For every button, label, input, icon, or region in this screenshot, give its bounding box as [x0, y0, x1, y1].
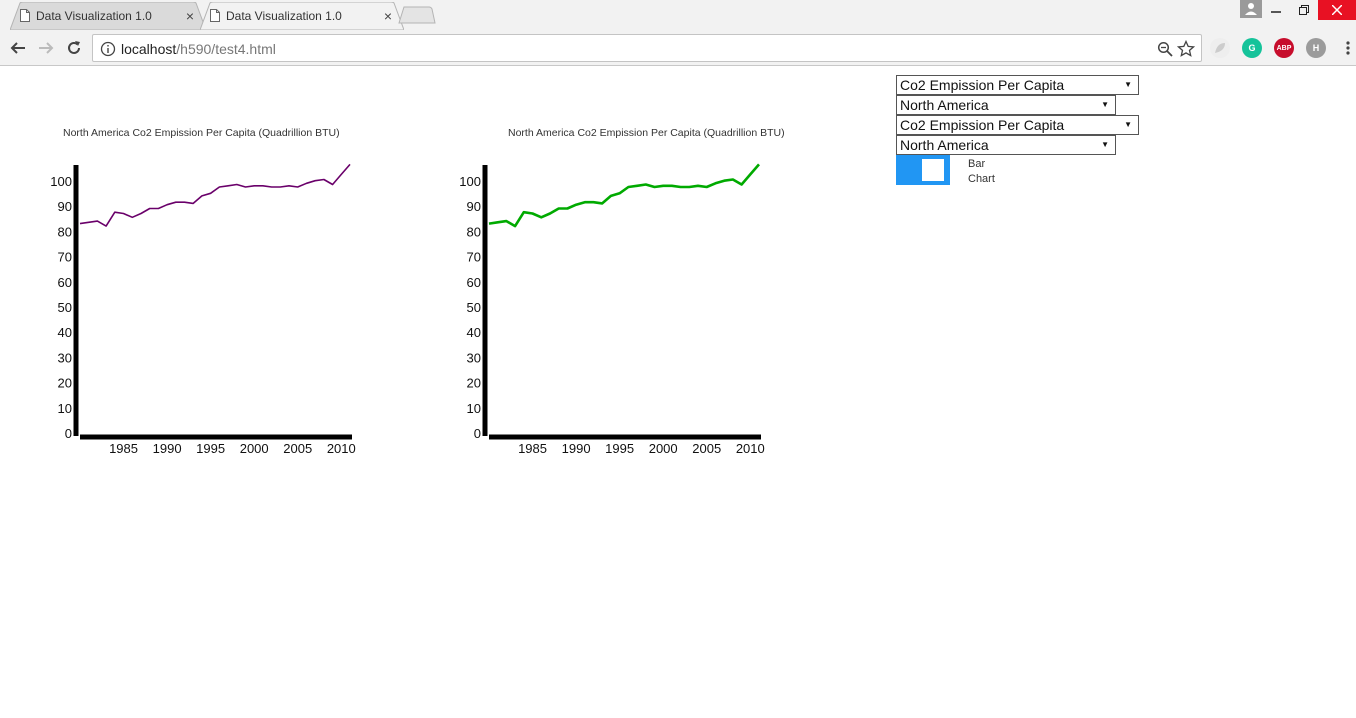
adblock-plus-icon[interactable]: ABP: [1274, 38, 1294, 58]
tab-close-icon[interactable]: ×: [185, 8, 195, 24]
y-tick-label: 30: [467, 350, 481, 365]
series-line: [488, 163, 760, 228]
y-tick-label: 30: [58, 350, 72, 365]
y-tick-label: 50: [58, 300, 72, 315]
x-tick-label: 2000: [649, 441, 678, 456]
y-tick-label: 10: [467, 401, 481, 416]
y-tick-label: 0: [65, 426, 72, 441]
window-controls: [1262, 0, 1356, 22]
toggle-label-line1: Bar: [968, 158, 986, 170]
zoom-icon[interactable]: [1157, 41, 1173, 57]
y-tick-label: 10: [58, 401, 72, 416]
grammarly-icon[interactable]: G: [1242, 38, 1262, 58]
x-tick-label: 2010: [736, 441, 765, 456]
x-tick-label: 1985: [518, 441, 547, 456]
toggle-knob[interactable]: [922, 159, 944, 181]
tab-active[interactable]: Data Visualization 1.0 ×: [200, 2, 404, 30]
dropdown-arrow-icon: ▼: [1101, 100, 1109, 109]
info-icon[interactable]: [100, 41, 116, 57]
back-icon[interactable]: [8, 38, 28, 58]
x-tick-label: 2005: [283, 441, 312, 456]
y-tick-label: 70: [467, 250, 481, 265]
x-tick-label: 1995: [196, 441, 225, 456]
x-tick-label: 2005: [692, 441, 721, 456]
y-tick-label: 20: [58, 376, 72, 391]
bar-chart-toggle[interactable]: [896, 155, 950, 185]
y-tick-label: 70: [58, 250, 72, 265]
region-select-2-value: North America: [900, 137, 989, 153]
url-host: localhost: [121, 41, 177, 57]
line-chart-right: 0 10 20 30 40 50 60 70 80 90 100 1985 1990 1995 2000 20…: [459, 163, 765, 456]
dropdown-arrow-icon: ▼: [1124, 120, 1132, 129]
h-extension-icon[interactable]: H: [1306, 38, 1326, 58]
y-tick-label: 80: [58, 224, 72, 239]
close-window-icon[interactable]: [1318, 0, 1356, 20]
region-select-1-value: North America: [900, 97, 989, 113]
y-tick-label: 60: [467, 275, 481, 290]
document-icon: [210, 9, 220, 22]
tab-title: Data Visualization 1.0: [36, 9, 152, 23]
metric-select-2[interactable]: Co2 Empission Per Capita ▼: [896, 115, 1139, 135]
x-tick-label: 1985: [109, 441, 138, 456]
tab-inactive[interactable]: Data Visualization 1.0 ×: [10, 2, 206, 30]
line-chart-left: 0 10 20 30 40 50 60 70 80 90 100 1985 1990 1995 2000 20…: [50, 163, 356, 456]
y-tick-label: 40: [467, 325, 481, 340]
y-tick-label: 20: [467, 376, 481, 391]
y-tick-label: 50: [467, 300, 481, 315]
region-select-2[interactable]: North America ▼: [896, 135, 1116, 155]
x-tick-label: 1990: [562, 441, 591, 456]
reload-icon[interactable]: [64, 38, 84, 58]
menu-kebab-icon[interactable]: [1338, 38, 1356, 58]
url-text: localhost/h590/test4.html: [121, 41, 276, 57]
extension-leaf-icon[interactable]: [1210, 38, 1230, 58]
metric-select-1-value: Co2 Empission Per Capita: [900, 77, 1065, 93]
region-select-1[interactable]: North America ▼: [896, 95, 1116, 115]
y-tick-label: 0: [474, 426, 481, 441]
document-icon: [20, 9, 30, 22]
profile-icon[interactable]: [1240, 0, 1262, 18]
y-tick-label: 80: [467, 224, 481, 239]
bookmark-star-icon[interactable]: [1177, 40, 1195, 58]
y-tick-label: 100: [459, 174, 481, 189]
metric-select-2-value: Co2 Empission Per Capita: [900, 117, 1065, 133]
series-line: [79, 163, 351, 227]
toggle-label: Bar Chart: [968, 157, 995, 187]
y-tick-label: 90: [58, 199, 72, 214]
y-tick-label: 60: [58, 275, 72, 290]
y-tick-label: 100: [50, 174, 72, 189]
address-bar[interactable]: localhost/h590/test4.html: [92, 34, 1202, 62]
dropdown-arrow-icon: ▼: [1124, 80, 1132, 89]
x-tick-label: 2010: [327, 441, 356, 456]
browser-toolbar: localhost/h590/test4.html G ABP H: [0, 30, 1356, 66]
x-tick-label: 1995: [605, 441, 634, 456]
forward-icon[interactable]: [36, 38, 56, 58]
y-tick-label: 90: [467, 199, 481, 214]
metric-select-1[interactable]: Co2 Empission Per Capita ▼: [896, 75, 1139, 95]
new-tab-button[interactable]: [398, 6, 436, 24]
restore-icon[interactable]: [1290, 0, 1318, 20]
dropdown-arrow-icon: ▼: [1101, 140, 1109, 149]
chart-title-left: North America Co2 Empission Per Capita (…: [63, 127, 340, 139]
minimize-icon[interactable]: [1262, 0, 1290, 20]
chart-title-right: North America Co2 Empission Per Capita (…: [508, 127, 785, 139]
x-tick-label: 2000: [240, 441, 269, 456]
tab-background: [10, 2, 206, 30]
toggle-label-line2: Chart: [968, 173, 995, 185]
x-tick-label: 1990: [153, 441, 182, 456]
y-tick-label: 40: [58, 325, 72, 340]
tab-title: Data Visualization 1.0: [226, 9, 342, 23]
url-path: /h590/test4.html: [176, 41, 276, 57]
tab-background: [200, 2, 404, 30]
tab-strip: Data Visualization 1.0 × Data Visualizat…: [0, 0, 1356, 30]
tab-close-icon[interactable]: ×: [383, 8, 393, 24]
